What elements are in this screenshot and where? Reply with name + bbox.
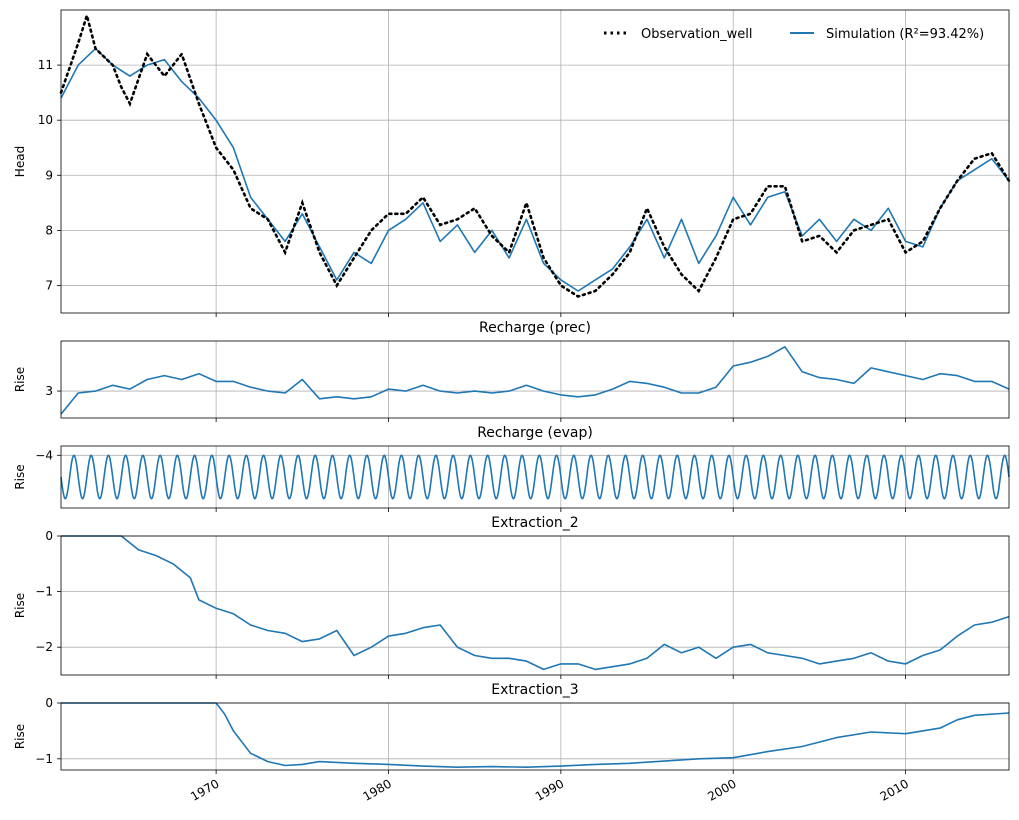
y-axis-title: Rise (13, 464, 27, 489)
series-line (61, 702, 1010, 768)
series-line (60, 47, 1010, 292)
y-tick-label: 0 (45, 529, 53, 543)
series-line (60, 454, 1010, 500)
axes-frame (60, 702, 1010, 771)
y-tick-label: 3 (45, 384, 53, 398)
y-axis-title: Head (13, 146, 27, 177)
panel-title: Recharge (evap) (477, 425, 593, 441)
axes-frame (60, 340, 1010, 419)
panel-extraction-3: 0 −1 Rise Extraction_3 (13, 682, 1010, 774)
series-line (61, 535, 1010, 671)
y-tick-label: −1 (35, 585, 53, 599)
panel-title: Extraction_2 (491, 515, 578, 531)
y-tick-label: −1 (35, 752, 53, 766)
x-tick-label: 2000 (705, 776, 738, 803)
panel-recharge-evap: −4 Rise Recharge (evap) (13, 425, 1010, 512)
y-tick-label: 10 (38, 113, 53, 127)
x-tick-label: 2010 (878, 776, 911, 803)
panel-head: 7 8 9 10 11 Head (13, 9, 1011, 317)
y-axis-title: Rise (13, 593, 27, 618)
y-axis-title: Rise (13, 367, 27, 392)
panel-recharge-prec: 3 Rise Recharge (prec) (13, 320, 1010, 422)
x-tick-label: 1980 (361, 776, 394, 803)
legend-simulation-label: Simulation (R²=93.42%) (826, 27, 984, 42)
axes-frame (60, 535, 1010, 676)
y-tick-label: −2 (35, 640, 53, 654)
legend: Observation_well Simulation (R²=93.42%) (604, 27, 984, 42)
series-line (60, 346, 1010, 415)
panel-title: Recharge (prec) (479, 320, 591, 336)
x-tick-label: 1990 (533, 776, 566, 803)
panels: 7 8 9 10 11 Head 3 Rise Recharge (prec) −4 Rise Rec… (13, 9, 1011, 804)
axes-frame (60, 9, 1010, 314)
axes-frame (60, 445, 1010, 509)
y-tick-label: 7 (45, 278, 53, 292)
x-tick-label: 1970 (188, 776, 221, 803)
y-tick-label: 11 (38, 58, 53, 72)
y-tick-label: −4 (35, 448, 53, 462)
panel-extraction-2: 0 −1 −2 Rise Extraction_2 (13, 515, 1010, 679)
y-tick-label: 8 (45, 223, 53, 237)
legend-observation-label: Observation_well (641, 27, 753, 42)
series-observation-well (59, 10, 1011, 298)
y-axis-title: Rise (13, 724, 27, 749)
y-tick-label: 0 (45, 696, 53, 710)
y-tick-label: 9 (45, 168, 53, 182)
panel-title: Extraction_3 (491, 682, 578, 698)
